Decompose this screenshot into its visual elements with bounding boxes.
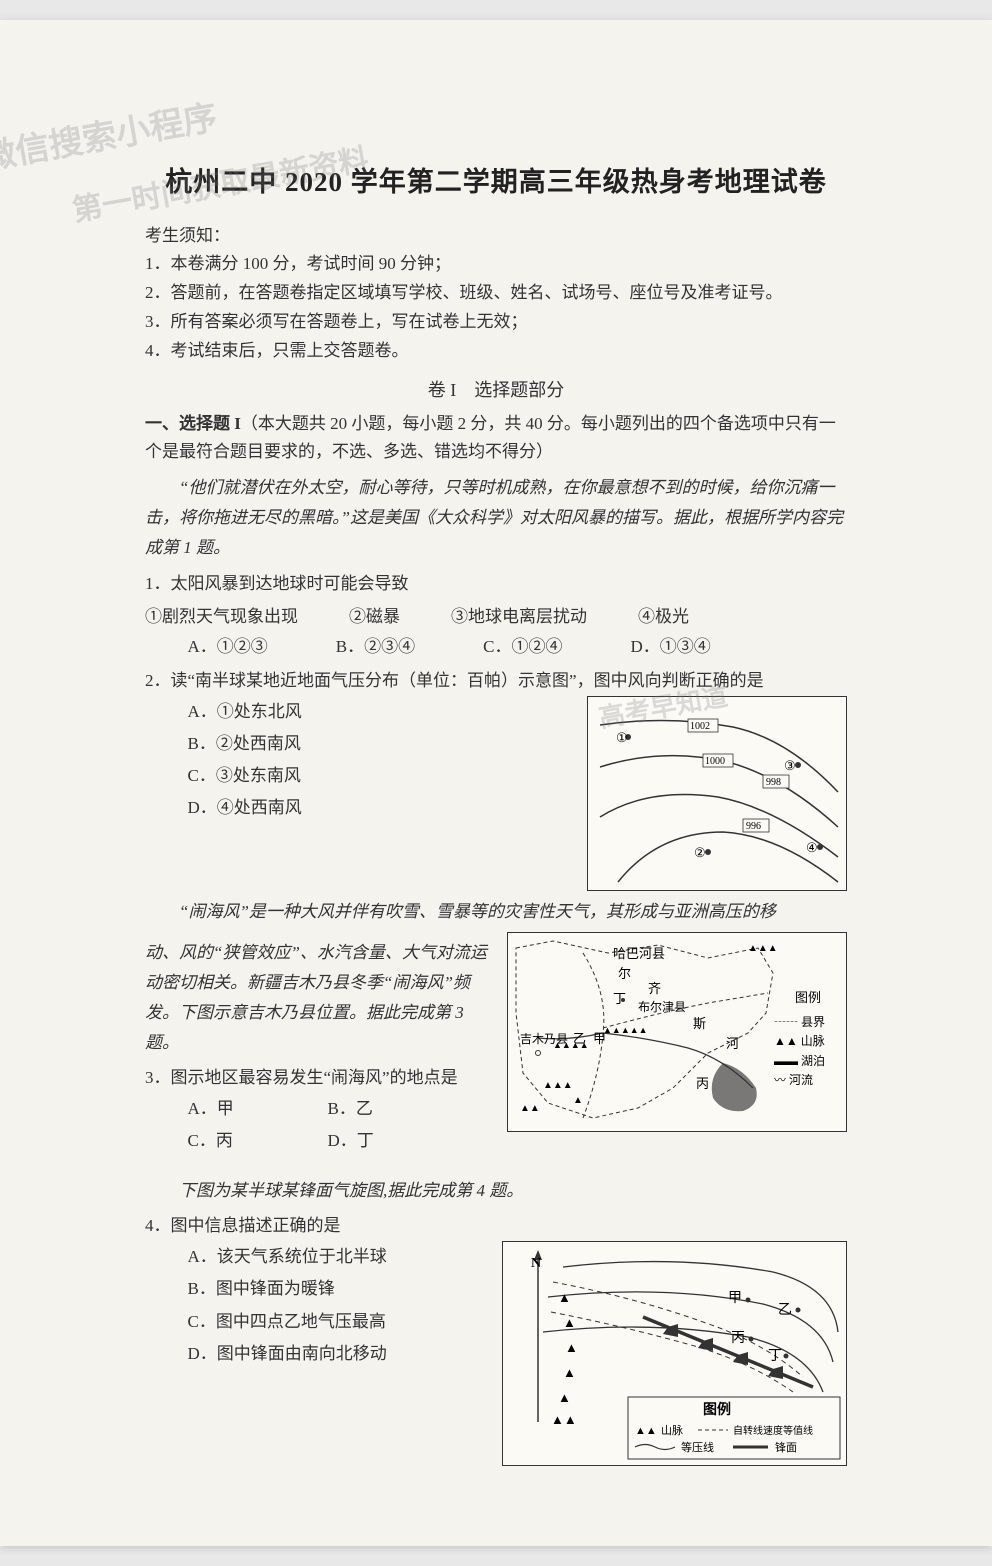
q1-opt-b: B．②③④ — [336, 632, 415, 662]
legend-item: ┄┄ 县界 — [774, 1013, 842, 1032]
isobar-diagram: 1002 1000 998 996 ① ② ③ ④ — [588, 697, 848, 892]
passage-q1: “他们就潜伏在外太空，耐心等待，只等时机成熟，在你最意想不到的时候，给你沉痛一击… — [145, 473, 847, 562]
exam-page: 杭州二中 2020 学年第二学期高三年级热身考地理试卷 考生须知： 1．本卷满分… — [0, 20, 992, 1546]
q3-opt-d: D．丁 — [328, 1125, 468, 1157]
svg-text:▲: ▲ — [563, 1315, 576, 1330]
q1-opt-c: C．①②④ — [483, 632, 562, 662]
legend-shan: 山脉 — [661, 1423, 683, 1437]
q4-opt-a: A．该天气系统位于北半球 — [188, 1241, 491, 1273]
q3-opt-c: C．丙 — [188, 1125, 328, 1157]
q2-figure: 高考早知道 1002 1000 998 996 ① ② ③ — [587, 696, 847, 891]
svg-text:▲▲▲▲▲: ▲▲▲▲▲ — [603, 1025, 648, 1035]
q1-stem: 1．太阳风暴到达地球时可能会导致 — [145, 569, 847, 599]
q3-block: 动、风的“狭管效应”、水汽含量、大气对流运动密切相关。新疆吉木乃县冬季“闹海风”… — [145, 932, 847, 1157]
point-label: 丁 — [768, 1349, 782, 1364]
map-label: 乙 — [573, 1031, 586, 1046]
map-label: 河 — [726, 1036, 739, 1051]
marker: ② — [694, 845, 706, 860]
legend-item: 〰 河流 — [774, 1071, 842, 1090]
q4-figure: N 甲 乙 丙 丁 ▲ ▲ ▲ — [502, 1241, 847, 1466]
svg-text:▲: ▲ — [565, 1340, 578, 1355]
legend-title: 图例 — [774, 988, 842, 1009]
map-label: 甲 — [593, 1031, 606, 1046]
passage-q4: 下图为某半球某锋面气旋图,据此完成第 4 题。 — [145, 1176, 847, 1206]
legend-feng: 锋面 — [775, 1441, 797, 1454]
q4-block: A．该天气系统位于北半球 B．图中锋面为暖锋 C．图中四点乙地气压最高 D．图中… — [145, 1241, 847, 1466]
q3-options: A．甲 B．乙 C．丙 D．丁 — [188, 1093, 496, 1158]
cyclone-diagram: N 甲 乙 丙 丁 ▲ ▲ ▲ — [503, 1242, 848, 1467]
legend-dengshi: 自转线速度等值线 — [733, 1424, 813, 1437]
svg-text:▲▲▲: ▲▲▲ — [748, 943, 778, 954]
section-title: 卷 I 选择题部分 — [145, 376, 847, 402]
notice-item: 2．答题前，在答题卷指定区域填写学校、班级、姓名、试场号、座位号及准考证号。 — [145, 279, 847, 308]
isobar-label: 998 — [766, 777, 781, 788]
part1-header: 一、选择题 I（本大题共 20 小题，每小题 2 分，共 40 分。每小题列出的… — [145, 410, 847, 468]
svg-text:▲: ▲ — [573, 1095, 583, 1106]
map-label: 布尔津县 — [638, 999, 686, 1014]
q3-opt-a: A．甲 — [188, 1093, 328, 1125]
marker: ① — [616, 730, 628, 745]
point-label: 乙 — [778, 1302, 792, 1318]
legend-title: 图例 — [703, 1401, 731, 1418]
map-label: 丙 — [696, 1076, 709, 1091]
q3-opt-b: B．乙 — [328, 1093, 468, 1125]
q1-opt-a: A．①②③ — [188, 632, 268, 662]
passage-q3b: 动、风的“狭管效应”、水汽含量、大气对流运动密切相关。新疆吉木乃县冬季“闹海风”… — [145, 938, 495, 1057]
map-label: 齐 — [648, 981, 661, 996]
q2-opt-b: B．②处西南风 — [188, 728, 576, 760]
q4-opt-b: B．图中锋面为暖锋 — [188, 1273, 491, 1305]
point-label: 丙 — [731, 1331, 745, 1346]
q2-opt-a: A．①处东北风 — [188, 696, 576, 728]
q2-opt-c: C．③处东南风 — [188, 760, 576, 792]
passage-q3a: “闹海风”是一种大风并伴有吹雪、雪暴等的灾害性天气，其形成与亚洲高压的移 — [145, 897, 847, 927]
q4-opt-d: D．图中锋面由南向北移动 — [188, 1338, 491, 1370]
svg-text:▲▲: ▲▲ — [520, 1103, 540, 1114]
marker: ④ — [806, 840, 818, 855]
q2-opt-d: D．④处西南风 — [188, 792, 576, 824]
marker: ③ — [784, 758, 796, 773]
q1-opt-d: D．①③④ — [630, 632, 710, 662]
isobar-label: 1000 — [705, 756, 725, 767]
q1-items: ①剧烈天气现象出现 ②磁暴 ③地球电离层扰动 ④极光 — [145, 602, 847, 632]
map-label: 尔 — [618, 966, 631, 981]
legend-dengya: 等压线 — [681, 1440, 714, 1454]
svg-text:▲▲: ▲▲ — [635, 1425, 657, 1437]
notice-item: 4．考试结束后，只需上交答题卷。 — [145, 337, 847, 366]
map-label: 哈巴河县 — [613, 946, 665, 961]
q3-stem: 3．图示地区最容易发生“闹海风”的地点是 — [145, 1063, 495, 1093]
q4-stem: 4．图中信息描述正确的是 — [145, 1211, 847, 1241]
q2-stem: 2．读“南半球某地近地面气压分布（单位：百帕）示意图”，图中风向判断正确的是 — [145, 666, 847, 696]
q3-figure: ▲▲▲ ▲▲▲▲ ▲▲▲▲▲ ▲▲▲ ▲▲ ▲ 哈巴河县 尔 齐 丁 布尔津县 … — [507, 932, 847, 1132]
part1-bold: 一、选择题 I — [145, 414, 241, 433]
legend-item: ▲▲ 山脉 — [774, 1032, 842, 1051]
svg-text:▲: ▲ — [558, 1290, 571, 1305]
notice-header: 考生须知： — [145, 221, 847, 246]
part1-rest: （本大题共 20 小题，每小题 2 分，共 40 分。每小题列出的四个备选项中只… — [145, 414, 836, 462]
map-label: 吉木乃县 — [520, 1032, 568, 1046]
legend-item: ▬▬ 湖泊 — [774, 1052, 842, 1071]
page-title: 杭州二中 2020 学年第二学期高三年级热身考地理试卷 — [145, 160, 847, 199]
isobar-label: 1002 — [690, 721, 710, 732]
map-label: 斯 — [693, 1016, 706, 1031]
q2-block: A．①处东北风 B．②处西南风 C．③处东南风 D．④处西南风 微信搜索小程序 … — [145, 696, 847, 891]
north-label: N — [531, 1256, 541, 1271]
svg-text:▲▲: ▲▲ — [551, 1412, 577, 1427]
q4-opt-c: C．图中四点乙地气压最高 — [188, 1306, 491, 1338]
svg-text:▲: ▲ — [563, 1365, 576, 1380]
isobar-label: 996 — [746, 821, 761, 832]
q1-options: A．①②③ B．②③④ C．①②④ D．①③④ — [145, 632, 847, 662]
notice-item: 3．所有答案必须写在答题卷上，写在试卷上无效； — [145, 308, 847, 337]
svg-text:▲▲▲: ▲▲▲ — [543, 1080, 573, 1091]
q3-legend: 图例 ┄┄ 县界 ▲▲ 山脉 ▬▬ 湖泊 〰 河流 — [774, 988, 842, 1090]
point-label: 甲 — [728, 1291, 742, 1306]
notice-item: 1．本卷满分 100 分，考试时间 90 分钟； — [145, 250, 847, 279]
